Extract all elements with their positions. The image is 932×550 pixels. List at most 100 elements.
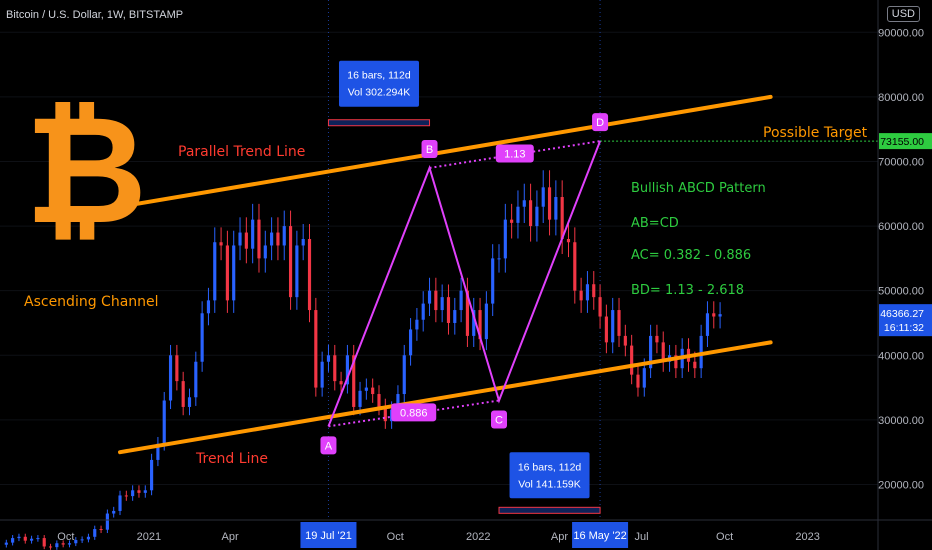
candle-body bbox=[181, 381, 185, 407]
candle-body bbox=[718, 314, 722, 317]
candle-body bbox=[623, 335, 627, 346]
candle-body bbox=[314, 310, 318, 388]
candle-body bbox=[371, 387, 375, 395]
candle-body bbox=[124, 495, 128, 497]
candle-body bbox=[270, 232, 274, 246]
candle-body bbox=[48, 546, 53, 548]
candle-body bbox=[617, 310, 621, 336]
currency-button[interactable]: USD bbox=[886, 6, 920, 22]
candle-body bbox=[339, 381, 343, 385]
annotation-text: AC= 0.382 - 0.886 bbox=[631, 248, 751, 263]
candle-body bbox=[636, 374, 640, 388]
x-tick-label: 2023 bbox=[795, 531, 819, 543]
candle-body bbox=[566, 239, 571, 243]
candle-body bbox=[535, 206, 539, 227]
date-marker-label: 19 Jul '21 bbox=[305, 530, 352, 542]
pattern-point-a: A bbox=[325, 440, 333, 452]
pattern-point-box bbox=[320, 436, 337, 455]
candle-body bbox=[472, 310, 476, 336]
candle-body bbox=[604, 316, 608, 343]
pattern-point-d: D bbox=[596, 117, 604, 129]
range-info-box bbox=[509, 452, 590, 499]
ratio-box bbox=[495, 144, 534, 163]
date-marker-box bbox=[572, 522, 629, 548]
candle-body bbox=[263, 245, 267, 259]
candle-body bbox=[112, 510, 116, 514]
candle-body bbox=[402, 355, 406, 395]
annotation-text: Possible Target bbox=[763, 125, 868, 141]
candle-body bbox=[244, 232, 248, 249]
candle-body bbox=[642, 368, 646, 388]
ratio-label: 0.886 bbox=[400, 407, 428, 419]
candle-body bbox=[560, 197, 564, 240]
candle-body bbox=[162, 400, 166, 444]
candle-body bbox=[276, 232, 280, 246]
candle-body bbox=[74, 540, 78, 544]
annotation-text: Ascending Channel bbox=[24, 294, 159, 310]
candle-body bbox=[251, 219, 255, 249]
candle-body bbox=[592, 284, 596, 298]
pattern-point-c: C bbox=[495, 414, 503, 426]
candle-body bbox=[478, 310, 482, 340]
candle-body bbox=[345, 355, 349, 385]
y-tick-label: 80000.00 bbox=[878, 92, 924, 104]
y-tick-label: 40000.00 bbox=[878, 350, 924, 362]
candle-body bbox=[408, 329, 413, 356]
candle-body bbox=[105, 513, 109, 530]
candle-body bbox=[484, 303, 488, 340]
candle-body bbox=[383, 406, 387, 422]
annotation-text: Bullish ABCD Pattern bbox=[631, 181, 766, 196]
candle-body bbox=[320, 361, 324, 388]
candle-body bbox=[541, 187, 545, 207]
candle-body bbox=[440, 297, 444, 311]
candle-body bbox=[187, 397, 192, 407]
candle-body bbox=[421, 303, 425, 320]
candle-body bbox=[150, 459, 154, 491]
candle-body bbox=[80, 539, 84, 541]
x-tick-label: 2021 bbox=[137, 531, 161, 543]
candle-body bbox=[446, 297, 451, 323]
candle-body bbox=[377, 394, 381, 407]
candle-body bbox=[333, 355, 337, 382]
candle-body bbox=[598, 297, 602, 317]
annotation-text: BD= 1.13 - 2.618 bbox=[631, 283, 744, 298]
candle-body bbox=[86, 536, 91, 540]
candle-body bbox=[295, 245, 299, 298]
candle-body bbox=[497, 258, 501, 260]
candle-body bbox=[579, 290, 583, 301]
annotation-text: AB=CD bbox=[631, 216, 679, 231]
countdown-label: 16:11:32 bbox=[884, 322, 924, 334]
candle-body bbox=[661, 342, 665, 362]
y-tick-label: 70000.00 bbox=[878, 156, 924, 168]
candle-body bbox=[459, 290, 463, 311]
y-tick-label: 30000.00 bbox=[878, 415, 924, 427]
ratio-label: 1.13 bbox=[504, 149, 525, 161]
candle-body bbox=[206, 300, 211, 314]
range-bar bbox=[327, 119, 431, 127]
candle-body bbox=[358, 390, 362, 407]
candlesticks bbox=[4, 170, 722, 550]
candle-body bbox=[649, 335, 653, 369]
candle-body bbox=[99, 529, 103, 531]
candle-body bbox=[427, 290, 432, 304]
candle-body bbox=[288, 226, 293, 298]
candle-body bbox=[453, 310, 457, 323]
pattern-point-box bbox=[491, 410, 508, 429]
annotation-text: Parallel Trend Line bbox=[178, 144, 305, 160]
x-tick-label: Oct bbox=[716, 531, 733, 543]
y-tick-label: 90000.00 bbox=[878, 27, 924, 39]
ratio-box bbox=[391, 403, 437, 422]
candle-body bbox=[61, 543, 65, 545]
candle-body bbox=[282, 226, 286, 246]
candle-body bbox=[23, 536, 27, 541]
abcd-pattern: A B C D 1.13 0.886 bbox=[320, 113, 609, 455]
candle-body bbox=[655, 335, 659, 343]
x-tick-label: 2022 bbox=[466, 531, 490, 543]
range-info-text: Vol 141.159K bbox=[518, 478, 580, 490]
y-tick-label: 60000.00 bbox=[878, 221, 924, 233]
lower-trend-line bbox=[118, 340, 773, 455]
candle-body bbox=[131, 490, 135, 497]
candle-body bbox=[674, 355, 678, 369]
candle-body bbox=[522, 200, 526, 207]
